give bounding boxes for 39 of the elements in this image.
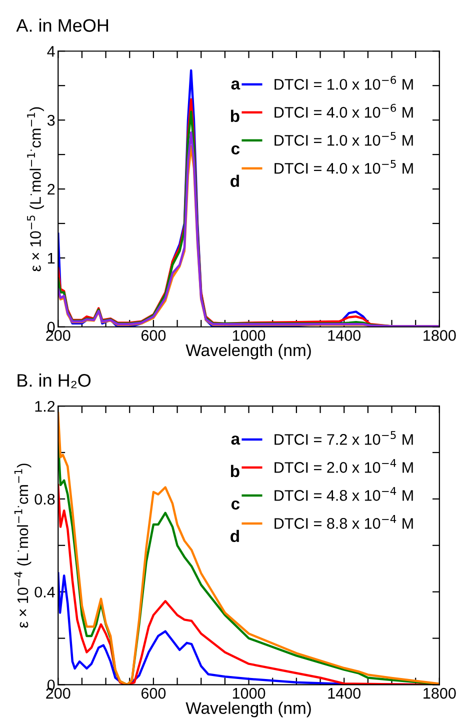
y-tick-label: 4 [47, 46, 55, 57]
annotation: b [230, 464, 240, 478]
text: ε × 10$^{−4}$ (L$^{·}$mol$^{−1·}$cm$^{−1}$) [14, 464, 32, 628]
annotation: c [231, 500, 240, 510]
x-tick-label: 1800 [424, 330, 456, 341]
legend-label: DTCI = 4.8 x 10$^{−4}$ M [274, 487, 413, 501]
annotation: a [231, 80, 240, 90]
chart-title: A. in MeOH [16, 18, 108, 32]
chart-title: B. in H₂O [18, 374, 91, 388]
y-tick-label: 3 [47, 114, 55, 126]
x-tick-label: 200 [46, 330, 70, 341]
legend-label: DTCI = 2.0 x 10$^{−4}$ M [274, 459, 413, 473]
x-tick-label: 1800 [424, 688, 456, 699]
x-tick-label: 1400 [328, 330, 360, 341]
x-axis-title: Wavelength (nm) [186, 344, 311, 360]
annotation: d [230, 530, 239, 542]
y-tick-label: 2 [48, 184, 55, 195]
y-tick-label: 1.2 [35, 400, 55, 412]
legend-label: DTCI = 1.0 x 10$^{−5}$ M [274, 132, 413, 146]
x-axis-title: Wavelength (nm) [186, 702, 311, 718]
x-tick-label: 1000 [232, 688, 266, 699]
annotation: c [231, 145, 240, 154]
annotation: b [230, 110, 240, 122]
y-tick-label: 1 [48, 252, 55, 264]
text: ε × 10$^{−5}$ (L$^{·}$mol$^{−1·}$cm$^{−1}$) [27, 107, 44, 272]
x-tick-label: 600 [141, 330, 166, 341]
y-tick-label: 0 [47, 322, 55, 333]
annotation: d [230, 174, 239, 187]
x-tick-label: 1000 [232, 330, 266, 341]
legend-label: DTCI = 4.0 x 10$^{−5}$ M [274, 160, 413, 174]
y-tick-label: 0.8 [34, 494, 55, 505]
x-tick-label: 600 [141, 688, 166, 699]
legend-label: DTCI = 8.8 x 10$^{−4}$ M [274, 515, 413, 529]
legend-label: DTCI = 1.0 x 10$^{−6}$ M [274, 76, 413, 90]
annotation: a [231, 436, 240, 445]
legend-label: DTCI = 4.0 x 10$^{−6}$ M [274, 104, 413, 118]
legend-label: DTCI = 7.2 x 10$^{−5}$ M [274, 431, 413, 445]
x-tick-label: 1400 [328, 688, 360, 699]
y-tick-label: 0.4 [34, 586, 55, 598]
